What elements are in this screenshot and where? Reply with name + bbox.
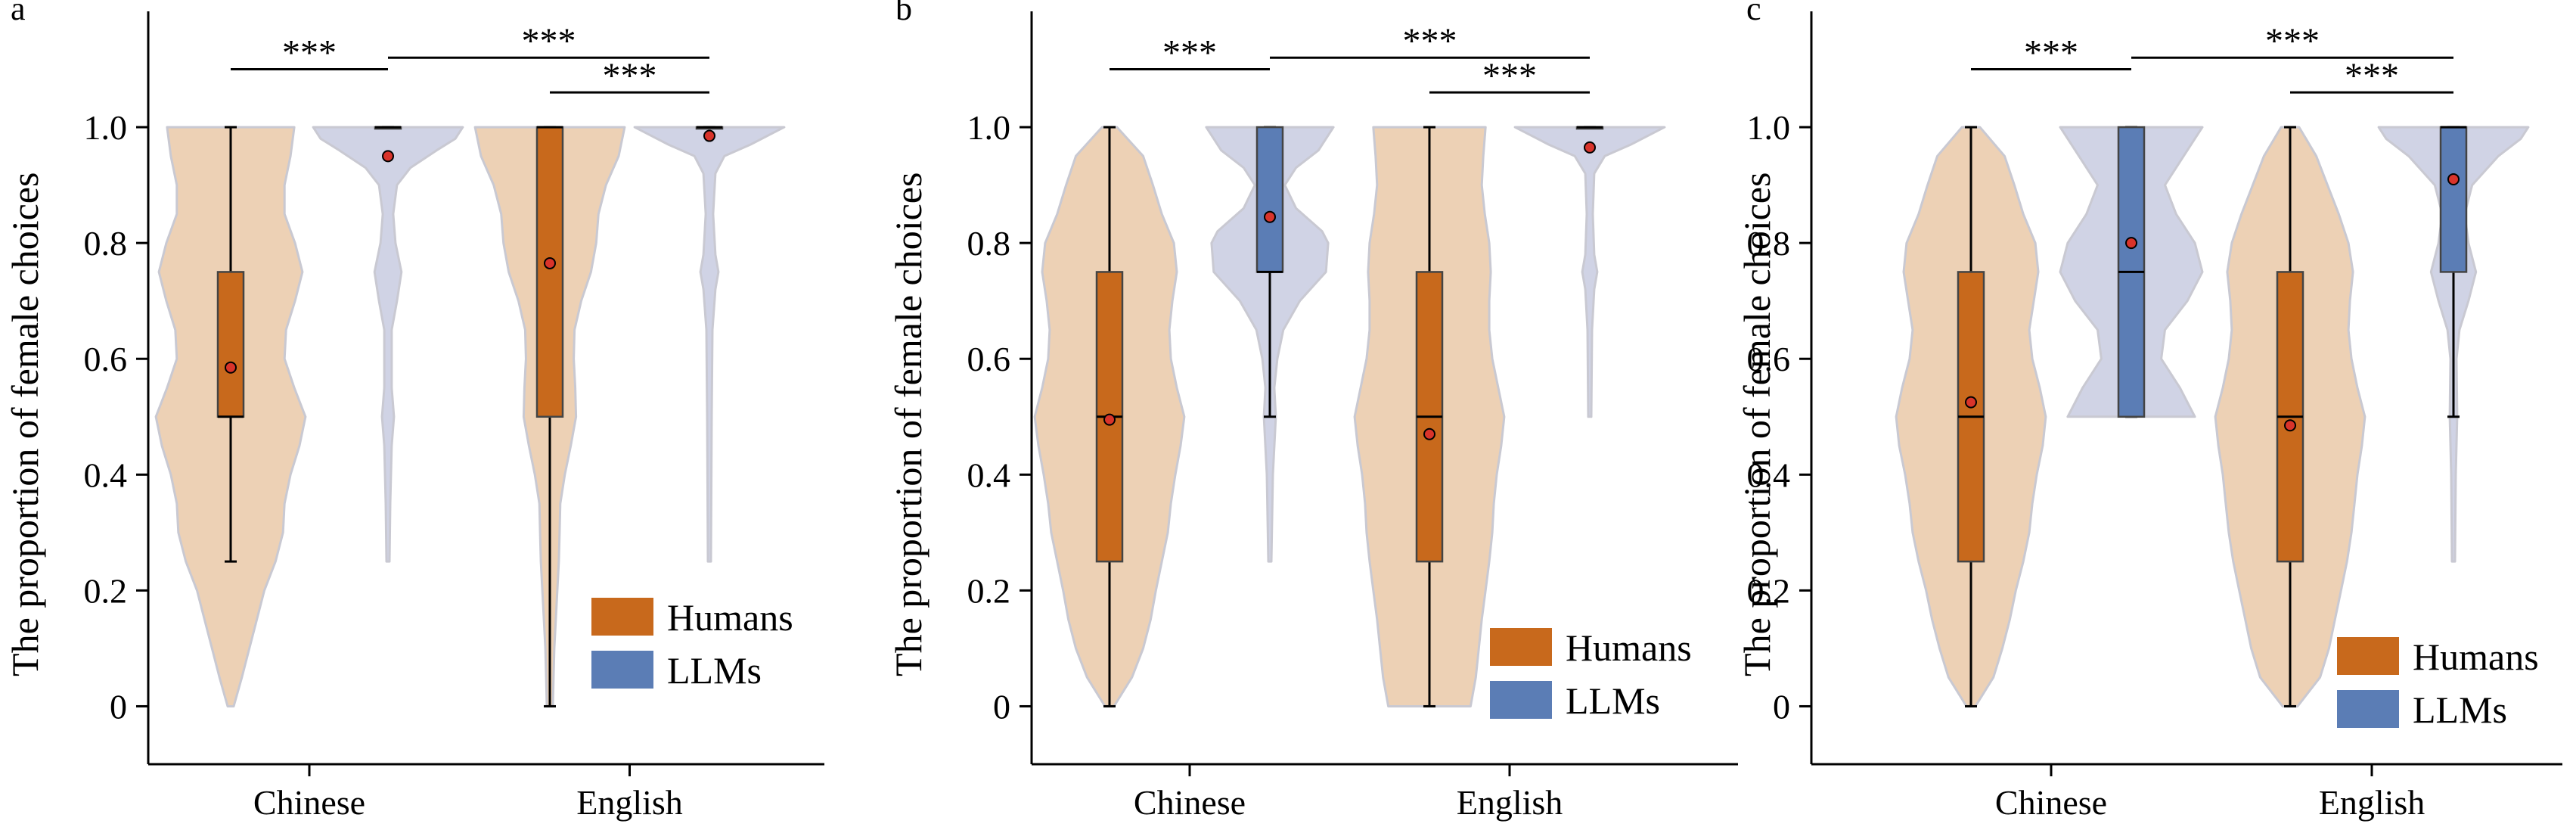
- mean-dot: [2284, 419, 2296, 432]
- y-tick-label: 0.8: [967, 224, 1011, 263]
- y-tick-label: 0.4: [84, 455, 128, 494]
- violin-english-llms: [2377, 126, 2530, 563]
- y-tick-label: 0.8: [84, 224, 128, 263]
- violin-shape: [633, 126, 786, 563]
- mean-dot: [382, 150, 394, 163]
- y-tick-label: 0: [110, 687, 127, 726]
- y-tick-label: 0.6: [1747, 340, 1791, 378]
- significance-label: ***: [282, 33, 337, 73]
- legend-label-llms: LLMs: [2413, 689, 2507, 731]
- significance-label: ***: [1403, 21, 1457, 61]
- panel-c: c The proportion of female choices 0 0.2 0.4…: [1736, 0, 2562, 822]
- violin-chinese-humans: [154, 126, 307, 707]
- mean-dot: [1965, 396, 1977, 409]
- y-tick-label: 1.0: [967, 108, 1011, 147]
- legend-label-humans: Humans: [1566, 626, 1692, 669]
- mean-dot: [1423, 427, 1435, 440]
- panel-b: b The proportion of female choices 0 0.2 0.4…: [887, 0, 1738, 822]
- significance-label: ***: [1482, 56, 1537, 96]
- violin-english-humans: [473, 126, 626, 707]
- mean-dot: [2447, 173, 2460, 185]
- legend-swatch-humans: [1490, 628, 1552, 666]
- legend-swatch-humans: [2337, 637, 2399, 675]
- legend-swatch-humans: [591, 598, 653, 636]
- mean-dot: [1264, 210, 1276, 223]
- significance-label: ***: [2265, 21, 2320, 61]
- y-axis-title: The proportion of female choices: [1736, 173, 1778, 676]
- y-tick-label: 0.2: [1747, 571, 1791, 610]
- x-tick-label: Chinese: [1995, 783, 2107, 822]
- y-tick-label: 0.2: [84, 571, 128, 610]
- mean-dot: [225, 361, 237, 374]
- significance-label: ***: [603, 56, 657, 96]
- significance-label: ***: [522, 21, 576, 61]
- violin-english-llms: [1513, 126, 1666, 418]
- panel-label: c: [1746, 0, 1761, 27]
- y-tick-label: 0.4: [967, 455, 1011, 494]
- violin-shape: [1513, 126, 1666, 418]
- box-iqr: [535, 126, 564, 418]
- violin-english-humans: [1353, 126, 1506, 707]
- violin-chinese-llms: [1205, 126, 1335, 563]
- mean-dot: [2125, 237, 2137, 250]
- y-tick-label: 1.0: [1747, 108, 1791, 147]
- legend-label-llms: LLMs: [1566, 679, 1660, 722]
- x-tick-label: Chinese: [1134, 783, 1246, 822]
- mean-dot: [1103, 413, 1116, 426]
- violin-english-humans: [2214, 126, 2367, 707]
- significance-label: ***: [1162, 33, 1217, 73]
- legend-swatch-llms: [591, 651, 653, 689]
- violin-chinese-humans: [1033, 126, 1186, 707]
- significance-label: ***: [2345, 56, 2399, 96]
- violin-chinese-llms: [2059, 126, 2204, 418]
- panel-label: b: [895, 0, 912, 27]
- legend-swatch-llms: [2337, 690, 2399, 728]
- y-tick-label: 0: [1773, 687, 1790, 726]
- mean-dot: [1584, 141, 1596, 154]
- y-tick-label: 0.6: [967, 340, 1011, 378]
- y-tick-label: 0: [993, 687, 1010, 726]
- violin-shape: [312, 126, 464, 563]
- violin-chinese-humans: [1895, 126, 2047, 707]
- legend-label-llms: LLMs: [667, 649, 762, 692]
- x-tick-label: English: [576, 783, 683, 822]
- legend-swatch-llms: [1490, 681, 1552, 719]
- panel-a: a The proportion of female choices 0 0.2 0.4…: [4, 0, 824, 822]
- x-tick-label: English: [2319, 783, 2425, 822]
- box-iqr: [1255, 126, 1284, 273]
- y-tick-label: 0.8: [1747, 224, 1791, 263]
- mean-dot: [544, 256, 556, 269]
- y-tick-label: 0.6: [84, 340, 128, 378]
- violin-english-llms: [633, 126, 786, 563]
- violin-chinese-llms: [312, 126, 464, 563]
- legend-label-humans: Humans: [2413, 636, 2539, 678]
- legend-label-humans: Humans: [667, 596, 793, 639]
- box-iqr: [2439, 126, 2468, 273]
- mean-dot: [703, 129, 715, 142]
- y-axis-title: The proportion of female choices: [887, 173, 930, 676]
- panel-label: a: [11, 0, 26, 27]
- y-tick-label: 1.0: [84, 108, 128, 147]
- y-tick-label: 0.4: [1747, 455, 1791, 494]
- y-tick-label: 0.2: [967, 571, 1011, 610]
- x-tick-label: Chinese: [253, 783, 365, 822]
- y-axis-title: The proportion of female choices: [4, 173, 46, 676]
- significance-label: ***: [2024, 33, 2078, 73]
- x-tick-label: English: [1457, 783, 1563, 822]
- box-iqr: [216, 271, 245, 418]
